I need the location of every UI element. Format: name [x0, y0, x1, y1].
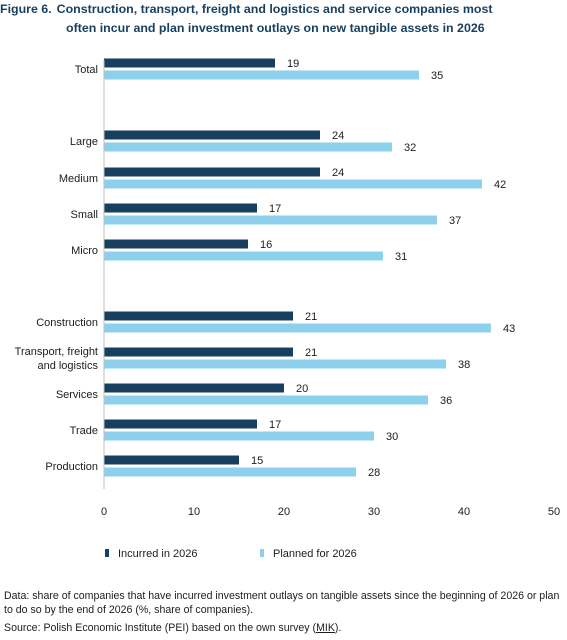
figure-title-line-1: Figure 6. Construction, transport, freigh… — [0, 0, 492, 19]
legend-swatch-planned-for-2026 — [260, 549, 264, 557]
data-label-incurred-in-2026-small: 17 — [269, 203, 281, 215]
bar-incurred-in-2026-trade — [104, 419, 257, 429]
data-label-planned-for-2026-large: 32 — [404, 142, 416, 154]
data-label-incurred-in-2026-services: 20 — [296, 383, 308, 395]
category-label-construction: Construction — [36, 317, 98, 329]
bar-planned-for-2026-production — [104, 467, 356, 477]
data-label-incurred-in-2026-construction: 21 — [305, 311, 317, 323]
data-label-incurred-in-2026-transport-freight-and-logistics: 21 — [305, 347, 317, 359]
data-label-incurred-in-2026-medium: 24 — [332, 167, 344, 179]
bar-incurred-in-2026-medium — [104, 167, 320, 177]
x-tick-label-30: 30 — [368, 506, 380, 518]
bar-planned-for-2026-trade — [104, 431, 374, 441]
data-label-planned-for-2026-transport-freight-and-logistics: 38 — [458, 359, 470, 371]
bar-incurred-in-2026-small — [104, 203, 257, 213]
bar-planned-for-2026-services — [104, 395, 428, 405]
data-label-planned-for-2026-construction: 43 — [503, 323, 515, 335]
bar-incurred-in-2026-transport-freight-and-logistics — [104, 347, 293, 357]
bar-planned-for-2026-construction — [104, 323, 491, 333]
source-suffix: ). — [334, 622, 342, 634]
category-label-total: Total — [75, 64, 98, 76]
data-label-planned-for-2026-services: 36 — [440, 395, 452, 407]
bar-incurred-in-2026-large — [104, 130, 320, 140]
bar-planned-for-2026-medium — [104, 179, 482, 189]
x-tick-label-40: 40 — [458, 506, 470, 518]
figure-number: Figure 6. — [0, 2, 52, 16]
legend-swatch-incurred-in-2026 — [105, 549, 109, 557]
category-label-services: Services — [56, 389, 99, 401]
legend-label-incurred-in-2026: Incurred in 2026 — [118, 548, 198, 560]
x-tick-label-20: 20 — [278, 506, 290, 518]
category-label-trade: Trade — [70, 425, 98, 437]
x-tick-label-10: 10 — [188, 506, 200, 518]
category-label-small: Small — [70, 209, 98, 221]
bar-planned-for-2026-total — [104, 70, 419, 80]
category-label-micro: Micro — [71, 245, 98, 257]
bar-incurred-in-2026-total — [104, 58, 275, 68]
bar-planned-for-2026-large — [104, 142, 392, 152]
bar-planned-for-2026-small — [104, 215, 437, 225]
source-link-mik[interactable]: MIK — [316, 622, 335, 634]
category-label-production: Production — [45, 461, 98, 473]
data-label-planned-for-2026-small: 37 — [449, 215, 461, 227]
category-label-transport-freight-and-logistics-line-2: and logistics — [37, 360, 98, 372]
data-label-incurred-in-2026-total: 19 — [287, 58, 299, 70]
figure-title-text-1: Construction, transport, freight and log… — [56, 2, 493, 16]
bar-incurred-in-2026-micro — [104, 239, 248, 249]
source-note: Source: Polish Economic Institute (PEI) … — [4, 621, 341, 635]
x-tick-label-50: 50 — [548, 506, 560, 518]
data-label-incurred-in-2026-micro: 16 — [260, 239, 272, 251]
data-note: Data: share of companies that have incur… — [4, 590, 560, 616]
x-tick-label-0: 0 — [101, 506, 107, 518]
data-label-incurred-in-2026-production: 15 — [251, 455, 263, 467]
data-label-incurred-in-2026-large: 24 — [332, 130, 344, 142]
data-label-planned-for-2026-trade: 30 — [386, 431, 398, 443]
data-label-planned-for-2026-total: 35 — [431, 70, 443, 82]
legend-label-planned-for-2026: Planned for 2026 — [273, 548, 357, 560]
data-label-planned-for-2026-micro: 31 — [395, 251, 407, 263]
category-label-medium: Medium — [59, 173, 98, 185]
bar-incurred-in-2026-production — [104, 455, 239, 465]
bar-incurred-in-2026-services — [104, 383, 284, 393]
bar-chart: 19 35 Total 24 32 Large 24 42 Medium 17 37 Small 16 3… — [15, 58, 560, 560]
data-label-planned-for-2026-medium: 42 — [494, 179, 506, 191]
source-prefix: Source: Polish Economic Institute (PEI) … — [4, 622, 317, 634]
bar-incurred-in-2026-construction — [104, 311, 293, 321]
figure-title-line-2: often incur and plan investment outlays … — [66, 21, 485, 35]
category-label-large: Large — [70, 136, 98, 148]
bar-planned-for-2026-transport-freight-and-logistics — [104, 359, 446, 369]
bar-planned-for-2026-micro — [104, 251, 383, 261]
category-label-transport-freight-and-logistics-line-1: Transport, freight — [15, 346, 98, 358]
data-label-incurred-in-2026-trade: 17 — [269, 419, 281, 431]
data-label-planned-for-2026-production: 28 — [368, 467, 380, 479]
